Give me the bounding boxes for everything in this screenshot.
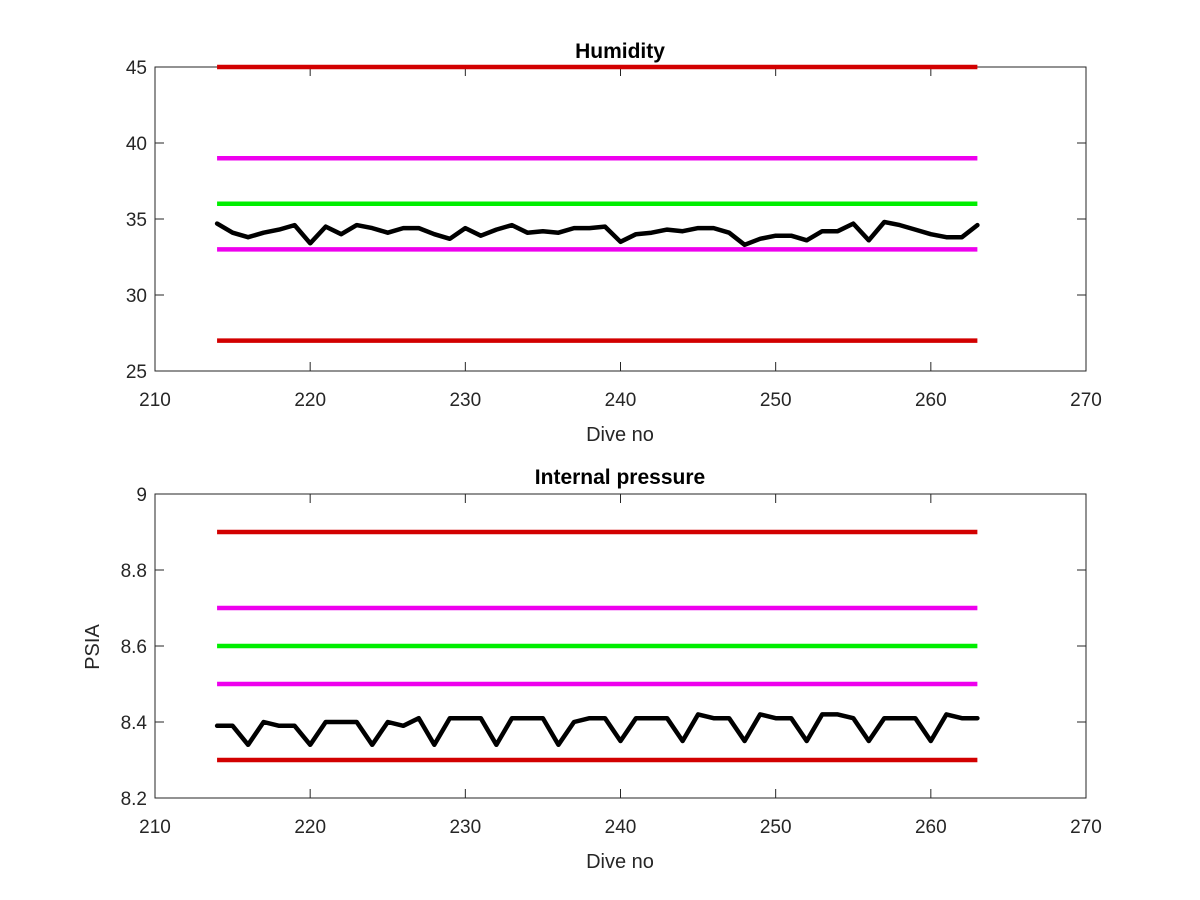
humidity-xtick-label: 220 bbox=[294, 390, 326, 411]
humidity-xtick-label: 260 bbox=[915, 390, 947, 411]
internal-pressure-xtick-label: 220 bbox=[294, 817, 326, 838]
internal-pressure-title: Internal pressure bbox=[535, 466, 705, 489]
humidity-panel: Humidity Dive no 210 220 230 240 250 260 270 25… bbox=[126, 40, 1102, 446]
internal-pressure-ytick-label: 8.4 bbox=[121, 713, 148, 734]
internal-pressure-xlabel: Dive no bbox=[586, 851, 654, 873]
internal-pressure-xtick-label: 270 bbox=[1070, 817, 1102, 838]
humidity-xtick-label: 230 bbox=[449, 390, 481, 411]
internal-pressure-ytick-label: 8.6 bbox=[121, 637, 147, 658]
humidity-xtick-label: 240 bbox=[605, 390, 637, 411]
internal-pressure-xtick-label: 230 bbox=[449, 817, 481, 838]
humidity-ytick-label: 25 bbox=[126, 362, 147, 383]
humidity-xtick-label: 250 bbox=[760, 390, 792, 411]
humidity-ytick-label: 40 bbox=[126, 134, 147, 155]
internal-pressure-ytick-label: 9 bbox=[136, 485, 147, 506]
internal-pressure-xtick-label: 240 bbox=[605, 817, 637, 838]
internal-pressure-ytick-label: 8.8 bbox=[121, 561, 147, 582]
humidity-ytick-label: 30 bbox=[126, 286, 147, 307]
humidity-ytick-label: 45 bbox=[126, 58, 147, 79]
humidity-xtick-label: 270 bbox=[1070, 390, 1102, 411]
internal-pressure-data-line bbox=[214, 712, 980, 748]
humidity-axes-box bbox=[154, 66, 1087, 372]
humidity-xtick-label: 210 bbox=[139, 390, 171, 411]
humidity-xlabel: Dive no bbox=[586, 424, 654, 446]
internal-pressure-xtick-label: 260 bbox=[915, 817, 947, 838]
humidity-title: Humidity bbox=[575, 40, 665, 63]
humidity-data-line bbox=[214, 219, 980, 248]
internal-pressure-ylabel: PSIA bbox=[82, 624, 104, 670]
internal-pressure-panel: Internal pressure Dive no PSIA 210 220 230… bbox=[82, 466, 1102, 873]
internal-pressure-xtick-label: 210 bbox=[139, 817, 171, 838]
internal-pressure-xtick-label: 250 bbox=[760, 817, 792, 838]
humidity-ytick-label: 35 bbox=[126, 210, 147, 231]
internal-pressure-ytick-label: 8.2 bbox=[121, 789, 147, 810]
